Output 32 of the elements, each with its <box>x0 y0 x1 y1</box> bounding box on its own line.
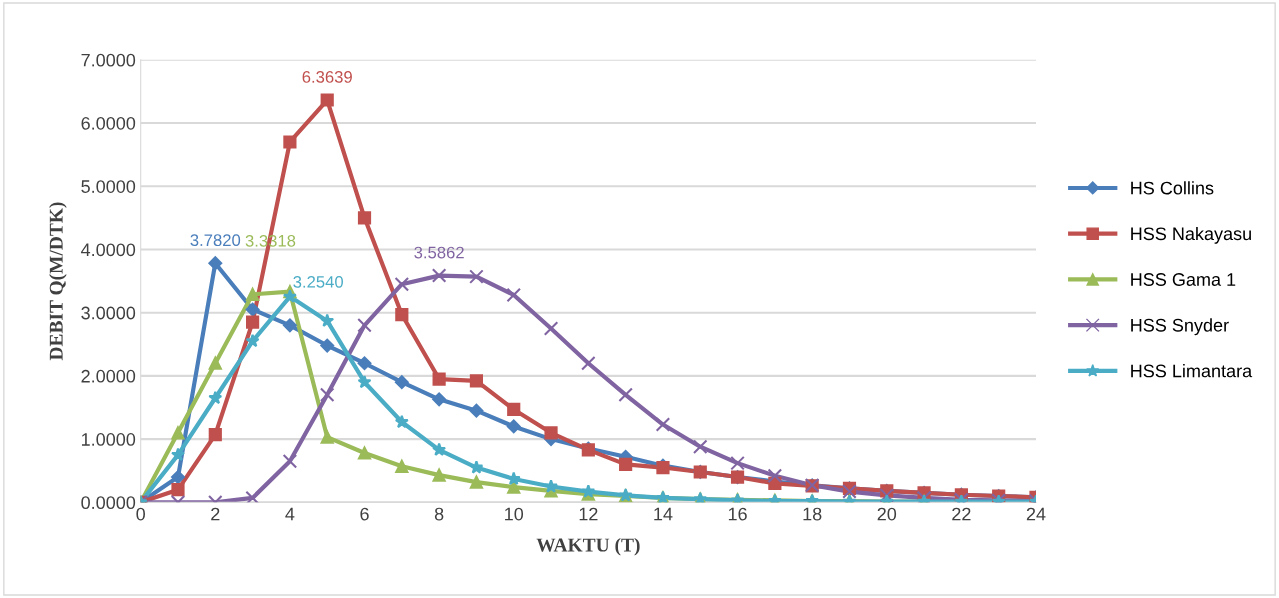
y-tick-label: 5.0000 <box>81 180 136 193</box>
x-tick-label: 0 <box>136 507 145 521</box>
x-tick-label: 16 <box>728 507 747 521</box>
x-tick-label: 14 <box>654 507 673 521</box>
data-label: 3.5862 <box>414 246 464 259</box>
legend-label: HSS Limantara <box>1131 364 1253 378</box>
x-tick-label: 6 <box>360 507 369 521</box>
y-tick-label: 0.0000 <box>81 496 136 510</box>
x-tick-label: 2 <box>211 507 220 521</box>
y-axis-title: DEBIT Q(M/DTK) <box>49 202 67 361</box>
x-tick-label: 22 <box>952 507 971 521</box>
y-tick-label: 3.0000 <box>81 306 136 320</box>
y-tick-label: 2.0000 <box>81 369 136 383</box>
y-tick-label: 1.0000 <box>81 433 136 446</box>
legend-label: HSS Nakayasu <box>1131 226 1251 244</box>
x-tick-label: 12 <box>579 507 598 521</box>
x-axis-title: WAKTU (T) <box>536 537 640 556</box>
x-tick-label: 10 <box>505 507 524 521</box>
y-tick-label: 7.0000 <box>81 53 136 67</box>
x-tick-label: 4 <box>285 507 295 521</box>
y-tick-label: 6.0000 <box>81 116 136 130</box>
legend-label: HSS Snyder <box>1131 318 1229 336</box>
y-tick-label: 4.0000 <box>81 243 136 257</box>
legend-label: HS Collins <box>1131 181 1214 195</box>
x-tick-label: 20 <box>877 507 897 521</box>
x-tick-label: 18 <box>803 507 822 521</box>
legend-label: HSS Gama 1 <box>1131 273 1236 286</box>
x-tick-label: 8 <box>434 507 444 521</box>
data-label: 6.3639 <box>302 71 352 83</box>
data-label: 3.7820 <box>190 234 241 247</box>
x-tick-label: 24 <box>1026 507 1046 521</box>
data-label: 3.2540 <box>293 275 344 288</box>
